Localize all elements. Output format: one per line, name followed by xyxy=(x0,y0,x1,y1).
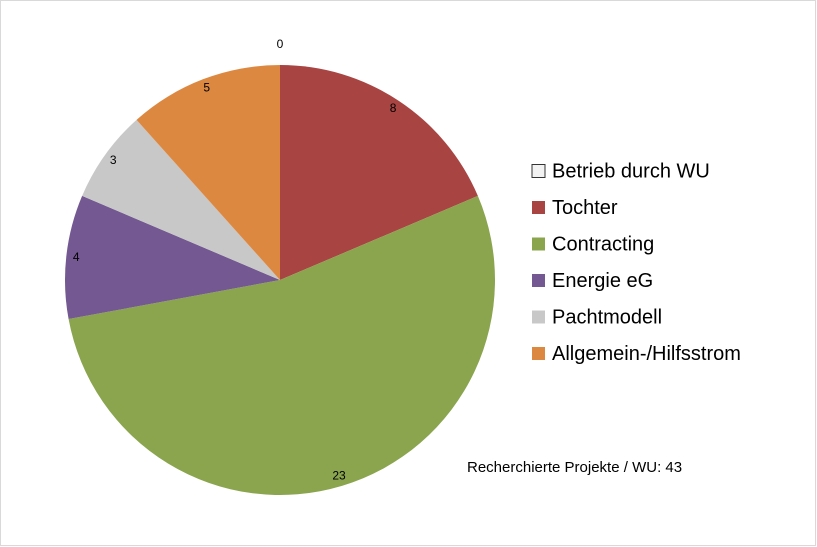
data-label: 0 xyxy=(277,37,284,51)
legend-swatch xyxy=(532,310,545,324)
legend-swatch xyxy=(532,347,545,360)
data-label: 4 xyxy=(73,250,80,264)
legend-label: Contracting xyxy=(552,233,654,255)
data-label: 8 xyxy=(390,101,397,115)
legend-swatch xyxy=(532,237,545,251)
data-label: 3 xyxy=(110,153,117,167)
legend-label: Energie eG xyxy=(552,270,653,292)
legend-label: Betrieb durch WU xyxy=(552,160,710,182)
pie-slice xyxy=(82,119,280,280)
data-label: 23 xyxy=(332,468,346,482)
data-label: 5 xyxy=(203,81,210,95)
pie-slice xyxy=(136,65,280,280)
pie-slice xyxy=(280,65,478,280)
legend-swatch xyxy=(532,274,545,287)
legend-label: Allgemein-/Hilfsstrom xyxy=(552,343,741,365)
legend-swatch xyxy=(531,164,546,178)
pie-slice xyxy=(68,195,496,496)
legend-label: Tochter xyxy=(552,197,618,219)
annotation: Recherchierte Projekte / WU: 43 xyxy=(467,459,682,476)
legend-label: Pachtmodell xyxy=(552,306,662,328)
legend-swatch xyxy=(532,201,545,214)
pie-slice xyxy=(65,195,280,320)
